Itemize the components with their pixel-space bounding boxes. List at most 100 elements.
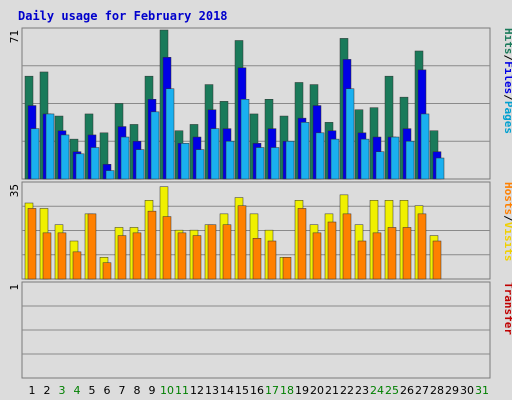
- ymax-label: 71: [8, 30, 21, 43]
- bar-pages-day-16: [255, 147, 265, 180]
- day-label-7: 7: [119, 384, 126, 397]
- day-label-9: 9: [149, 384, 156, 397]
- day-label-25: 25: [385, 384, 399, 397]
- bar-pages-day-28: [435, 157, 445, 180]
- side-label: Transfer: [502, 282, 512, 335]
- bar-visits-day-8: [132, 232, 142, 280]
- day-label-24: 24: [370, 384, 384, 397]
- day-label-13: 13: [205, 384, 219, 397]
- bar-visits-day-9: [147, 210, 157, 280]
- day-label-28: 28: [430, 384, 444, 397]
- side-label-group: Hits/Files/Pages: [502, 28, 512, 134]
- bar-pages-day-7: [120, 136, 130, 180]
- day-label-12: 12: [190, 384, 204, 397]
- bar-visits-day-5: [87, 213, 97, 280]
- day-label-1: 1: [29, 384, 36, 397]
- bar-pages-day-12: [195, 149, 205, 180]
- bar-visits-day-20: [312, 232, 322, 280]
- bar-visits-day-1: [27, 208, 37, 280]
- day-label-18: 18: [280, 384, 294, 397]
- bar-visits-day-27: [417, 213, 427, 280]
- side-label-part: Pages: [502, 101, 512, 134]
- bar-pages-day-21: [330, 138, 340, 180]
- day-label-15: 15: [235, 384, 249, 397]
- ymax-label: 1: [8, 284, 21, 291]
- day-label-14: 14: [220, 384, 234, 397]
- bar-visits-day-26: [402, 227, 412, 280]
- day-label-23: 23: [355, 384, 369, 397]
- bar-pages-day-14: [225, 140, 235, 180]
- chart-panel-2: 35 Hosts/Visits: [8, 181, 512, 280]
- day-label-27: 27: [415, 384, 429, 397]
- bar-visits-day-4: [72, 251, 82, 280]
- bar-pages-day-10: [165, 88, 175, 180]
- bar-pages-day-11: [180, 143, 190, 180]
- day-label-5: 5: [89, 384, 96, 397]
- side-label-part: /: [502, 55, 512, 62]
- bar-pages-day-20: [315, 132, 325, 180]
- bar-visits-day-17: [267, 240, 277, 280]
- bar-visits-day-7: [117, 235, 127, 280]
- side-label-group: Hosts/Visits: [502, 182, 512, 262]
- bar-pages-day-4: [75, 153, 85, 180]
- bar-pages-day-15: [240, 99, 250, 180]
- bar-pages-day-23: [360, 138, 370, 180]
- bar-pages-day-17: [270, 147, 280, 180]
- bar-visits-day-25: [387, 227, 397, 280]
- bar-visits-day-3: [57, 232, 67, 280]
- chart-panel-3: 1 Transfer: [8, 281, 512, 379]
- chart-title: Daily usage for February 2018: [18, 9, 228, 23]
- bar-pages-day-13: [210, 128, 220, 180]
- side-label: Hosts/Visits: [502, 182, 512, 262]
- bar-visits-day-12: [192, 235, 202, 280]
- side-label-group: Transfer: [502, 282, 512, 335]
- side-label-part: /: [502, 215, 512, 222]
- bar-pages-day-9: [150, 111, 160, 180]
- bar-visits-day-19: [297, 208, 307, 280]
- bar-visits-day-21: [327, 221, 337, 280]
- bar-visits-day-16: [252, 238, 262, 280]
- day-label-20: 20: [310, 384, 324, 397]
- bar-visits-day-18: [282, 257, 292, 280]
- bar-pages-day-8: [135, 149, 145, 180]
- bar-pages-day-1: [30, 128, 40, 180]
- bar-pages-day-24: [375, 151, 385, 180]
- day-label-21: 21: [325, 384, 339, 397]
- bar-pages-day-6: [105, 170, 115, 180]
- side-label: Hits/Files/Pages: [502, 28, 512, 134]
- bar-pages-day-5: [90, 147, 100, 180]
- bar-pages-day-18: [285, 140, 295, 180]
- bar-visits-day-2: [42, 232, 52, 280]
- bar-pages-day-25: [390, 136, 400, 180]
- bar-pages-day-19: [300, 122, 310, 180]
- bar-pages-day-2: [45, 113, 55, 180]
- side-label-part: /: [502, 94, 512, 101]
- day-label-11: 11: [175, 384, 189, 397]
- side-label-part: Files: [502, 61, 512, 94]
- day-label-10: 10: [160, 384, 174, 397]
- bar-pages-day-26: [405, 140, 415, 180]
- bar-visits-day-15: [237, 205, 247, 280]
- bar-visits-day-22: [342, 213, 352, 280]
- day-label-17: 17: [265, 384, 279, 397]
- bar-visits-day-13: [207, 224, 217, 280]
- day-label-29: 29: [445, 384, 459, 397]
- day-label-4: 4: [74, 384, 81, 397]
- day-label-8: 8: [134, 384, 141, 397]
- side-label-part: Hosts: [502, 182, 512, 215]
- side-label-part: Transfer: [502, 282, 512, 335]
- side-label-part: Hits: [502, 28, 512, 55]
- bar-pages-day-27: [420, 113, 430, 180]
- day-label-16: 16: [250, 384, 264, 397]
- day-label-31: 31: [475, 384, 489, 397]
- day-label-6: 6: [104, 384, 111, 397]
- bar-visits-day-24: [372, 232, 382, 280]
- day-label-22: 22: [340, 384, 354, 397]
- day-label-2: 2: [44, 384, 51, 397]
- bar-visits-day-14: [222, 224, 232, 280]
- bar-visits-day-28: [432, 240, 442, 280]
- ymax-label: 35: [8, 184, 21, 197]
- day-label-19: 19: [295, 384, 309, 397]
- bar-visits-day-6: [102, 262, 112, 280]
